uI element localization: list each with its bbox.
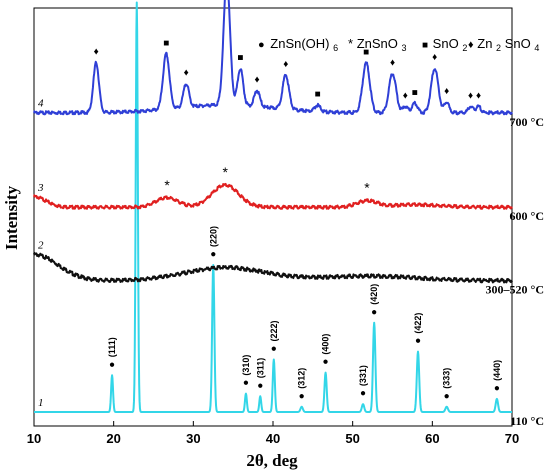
legend-subscript: 6 [333, 43, 338, 53]
peak-marker: ● [360, 388, 366, 399]
miller-index-label: (222) [269, 320, 279, 341]
x-tick-label: 50 [345, 431, 359, 446]
legend-label: Zn [477, 36, 492, 51]
x-tick-label: 10 [27, 431, 41, 446]
peak-marker: ● [243, 378, 249, 389]
series-temperature-label: 110 °C [510, 414, 544, 428]
peak-marker: ♦ [390, 57, 395, 68]
miller-index-label: (333) [442, 368, 452, 389]
x-tick-label: 70 [505, 431, 519, 446]
miller-index-label: (111) [107, 337, 117, 357]
series-group: 1 110 °C 2 300–520 °C 3 600 °C 4 700 °C [33, 0, 544, 428]
y-axis-label: Intensity [2, 185, 21, 250]
peak-marker: ♦ [184, 67, 189, 78]
series-index-label: 1 [38, 397, 44, 409]
miller-index-label: (312) [297, 368, 307, 389]
peak-marker: ♦ [444, 86, 449, 97]
peak-marker: ■ [163, 38, 169, 49]
x-tick-label: 40 [266, 431, 280, 446]
legend-item-zinc-hydroxystannate: ● ZnSn(OH) 6 [258, 36, 338, 53]
series-temperature-label: 300–520 °C [486, 283, 544, 297]
peak-marker: ♦ [255, 75, 260, 86]
legend-label: SnO [433, 36, 459, 51]
peak-marker: ● [109, 359, 115, 370]
legend-subscript: 2 [496, 43, 501, 53]
series-line [33, 251, 513, 284]
legend-symbol: * [348, 36, 353, 51]
marker-group: ●(111)●(200)●(220)●(310)●(311)●(222)●(31… [94, 38, 502, 402]
peak-marker: * [222, 164, 228, 180]
x-tick-label: 30 [186, 431, 200, 446]
peak-marker: ● [210, 249, 216, 260]
legend-label: ZnSnO [357, 36, 398, 51]
legend-symbol: ■ [422, 40, 428, 51]
series-index-label: 3 [37, 182, 44, 194]
x-tick-label: 60 [425, 431, 439, 446]
peak-marker: ♦ [476, 90, 481, 101]
peak-marker: ● [444, 391, 450, 402]
peak-marker: ● [271, 344, 277, 355]
peak-marker: ♦ [94, 47, 99, 58]
series-temperature-label: 600 °C [510, 209, 544, 223]
legend-subscript: 2 [462, 43, 467, 53]
peak-marker: ■ [315, 89, 321, 100]
legend-symbol: ♦ [468, 39, 474, 51]
legend-item-zinc-orthostannate: ♦ Zn 2 SnO 4 [468, 36, 539, 54]
series-index-label: 2 [38, 240, 44, 252]
peak-marker: ♦ [403, 90, 408, 101]
peak-marker: ● [257, 380, 263, 391]
peak-marker: * [364, 180, 370, 196]
peak-marker: ● [371, 307, 377, 318]
legend: ● ZnSn(OH) 6 * ZnSnO 3 ■ SnO 2 ♦ Zn 2 Sn… [258, 36, 539, 54]
x-tick-label: 20 [106, 431, 120, 446]
peak-marker: ■ [237, 52, 243, 63]
miller-index-label: (400) [321, 334, 331, 355]
series-line [33, 182, 513, 210]
peak-marker: ■ [412, 87, 418, 98]
peak-marker: ♦ [283, 59, 288, 70]
peak-marker: ■ [363, 47, 369, 58]
miller-index-label: (440) [492, 360, 502, 381]
legend-label-2: SnO [505, 36, 531, 51]
peak-marker: ● [323, 357, 329, 368]
miller-index-label: (310) [241, 355, 251, 376]
series-index-label: 4 [38, 98, 44, 110]
series-line [33, 0, 513, 116]
peak-marker: ♦ [432, 52, 437, 63]
miller-index-label: (331) [358, 365, 368, 386]
miller-index-label: (420) [369, 284, 379, 305]
peak-marker: * [164, 177, 170, 193]
peak-marker: ♦ [468, 90, 473, 101]
x-axis-label: 2θ, deg [246, 451, 298, 470]
legend-symbol: ● [258, 39, 265, 51]
legend-label: ZnSn(OH) [270, 36, 329, 51]
peak-marker: ● [299, 391, 305, 402]
legend-item-tin-oxide: ■ SnO 2 [422, 36, 467, 53]
legend-subscript: 3 [402, 43, 407, 53]
legend-subscript-2: 4 [534, 43, 539, 53]
miller-index-label: (220) [208, 226, 218, 247]
x-tick-group: 10 20 30 40 50 60 70 [27, 421, 519, 446]
peak-marker: ● [415, 336, 421, 347]
miller-index-label: (422) [413, 313, 423, 334]
series-temperature-label: 700 °C [510, 115, 544, 129]
miller-index-label: (311) [255, 358, 265, 379]
series-line [33, 1, 513, 413]
peak-marker: ● [494, 383, 500, 394]
legend-item-zinc-metastannate: * ZnSnO 3 [348, 36, 407, 53]
